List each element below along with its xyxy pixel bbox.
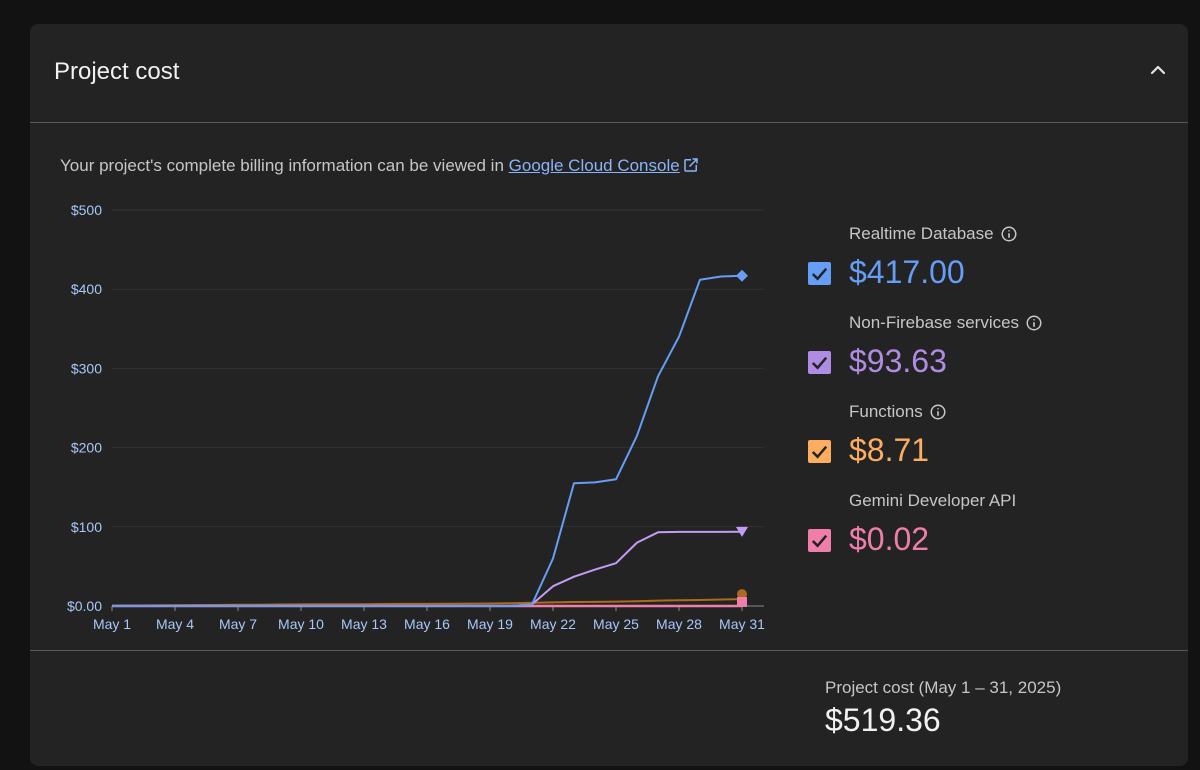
legend-item: Gemini Developer API $0.02: [808, 491, 1168, 571]
series-end-marker: [737, 589, 747, 600]
legend-checkbox[interactable]: [808, 351, 831, 374]
footer-divider: [30, 650, 1188, 651]
total-cost-label: Project cost (May 1 – 31, 2025): [825, 678, 1062, 697]
info-icon[interactable]: [1025, 314, 1043, 332]
legend-checkbox[interactable]: [808, 440, 831, 463]
x-tick-label: May 7: [219, 616, 257, 632]
x-tick-label: May 19: [467, 616, 513, 632]
legend-item: Non-Firebase services $93.63: [808, 313, 1168, 393]
external-link-icon[interactable]: [682, 156, 700, 174]
x-tick-label: May 13: [341, 616, 387, 632]
x-tick-label: May 4: [156, 616, 194, 632]
y-tick-label: $200: [71, 440, 102, 456]
legend-item: Realtime Database $417.00: [808, 224, 1168, 304]
legend-item-name: Functions: [849, 402, 947, 422]
legend-item-value: $93.63: [849, 343, 947, 379]
legend-item-value: $417.00: [849, 254, 965, 290]
series-line: [111, 598, 743, 607]
x-tick-label: May 10: [278, 616, 324, 632]
info-icon[interactable]: [929, 403, 947, 421]
google-cloud-console-link[interactable]: Google Cloud Console: [508, 156, 680, 175]
check-icon: [811, 356, 828, 370]
y-tick-label: $0.00: [67, 598, 102, 614]
total-cost-value: $519.36: [825, 702, 941, 738]
legend-item: Functions $8.71: [808, 402, 1168, 482]
billing-info-text: Your project's complete billing informat…: [60, 156, 700, 176]
legend-item-name: Realtime Database: [849, 224, 1018, 244]
legend-item-label: Non-Firebase services: [849, 313, 1020, 332]
check-icon: [811, 534, 828, 548]
legend-item-label: Realtime Database: [849, 224, 994, 243]
x-tick-label: May 31: [719, 616, 765, 632]
billing-info-prefix: Your project's complete billing informat…: [60, 156, 509, 175]
y-tick-label: $100: [71, 519, 102, 535]
card-title: Project cost: [54, 58, 180, 85]
y-tick-label: $500: [71, 202, 102, 218]
card-header: Project cost: [30, 24, 1188, 123]
cost-line-chart: $0.00 $100 $200 $300 $400 $500 May 1 May 4 May 7…: [67, 202, 765, 632]
series-end-marker: [736, 269, 748, 282]
legend-item-label: Gemini Developer API: [849, 491, 1017, 510]
legend-item-name: Gemini Developer API: [849, 491, 1016, 511]
x-tick-label: May 28: [656, 616, 702, 632]
check-icon: [811, 445, 828, 459]
legend-item-name: Non-Firebase services: [849, 313, 1043, 333]
y-tick-label: $400: [71, 281, 102, 297]
project-cost-card: Project cost Your project's complete bil…: [30, 24, 1188, 766]
x-tick-label: May 25: [593, 616, 639, 632]
chevron-up-icon[interactable]: [1146, 58, 1170, 82]
y-tick-label: $300: [71, 360, 102, 376]
legend-item-value: $0.02: [849, 521, 930, 557]
series-end-marker: [737, 596, 747, 607]
check-icon: [811, 267, 828, 281]
x-tick-label: May 16: [404, 616, 450, 632]
series-line: [112, 530, 743, 607]
legend-checkbox[interactable]: [808, 262, 831, 285]
series-line: [112, 274, 743, 607]
x-tick-label: May 1: [93, 616, 131, 632]
legend-item-value: $8.71: [849, 432, 930, 468]
legend-checkbox[interactable]: [808, 529, 831, 552]
series-end-marker: [736, 526, 748, 537]
legend-item-label: Functions: [849, 402, 923, 421]
info-icon[interactable]: [1000, 225, 1018, 243]
x-tick-label: May 22: [530, 616, 576, 632]
